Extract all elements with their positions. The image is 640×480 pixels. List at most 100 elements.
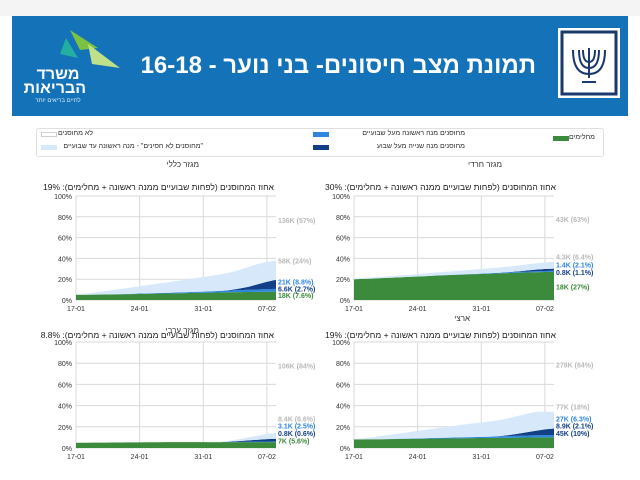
y-tick-label: 40%: [336, 404, 350, 411]
y-tick-label: 80%: [58, 215, 72, 222]
series-end-label: 7K (5.6%): [278, 439, 310, 446]
y-tick-label: 60%: [58, 382, 72, 389]
series-end-label: 8.4K (6.6%): [278, 416, 315, 423]
chart-arab: 0% 20% 40% 60% 80% 100% 17-01 24-01 31-01 07-02 10…: [54, 340, 315, 461]
panel-subtitle-national: אחוז המחוסנים (לפחות שבועיים ממנה ראשונה…: [325, 330, 556, 340]
page-title: תמונת מצב חיסונים- בני נוער - 16-18: [140, 52, 536, 79]
ministry-leaf-icon: [60, 30, 120, 68]
series-end-label: 45K (10%): [556, 431, 589, 438]
x-tick-label: 07-02: [536, 306, 554, 313]
y-tick-label: 0%: [62, 446, 72, 453]
series-end-label: 278K (64%): [556, 362, 593, 369]
y-tick-label: 80%: [336, 215, 350, 222]
x-tick-label: 24-01: [131, 454, 149, 461]
x-tick-label: 07-02: [258, 306, 276, 313]
series-end-label: 1.4K (2.1%): [556, 263, 593, 270]
ministry-of-health-logo: משרד הבריאות לחיים בריאים יותר: [20, 24, 138, 108]
legend-swatch-first-dose: [313, 132, 329, 137]
y-tick-label: 60%: [336, 382, 350, 389]
y-tick-label: 0%: [340, 446, 350, 453]
chart-legend: מחלימים מחוסנים מנה ראשונה מעל שבועיים מ…: [36, 128, 604, 157]
legend-label-recovered: מחלימים: [568, 134, 595, 141]
series-end-label: 3.1K (2.5%): [278, 424, 315, 431]
area-recovered: [76, 442, 276, 448]
x-tick-label: 17-01: [67, 454, 85, 461]
y-tick-label: 20%: [58, 277, 72, 284]
panel-title-general: מגזר כללי: [166, 160, 199, 169]
area-not-immune: [354, 411, 554, 440]
y-tick-label: 20%: [336, 277, 350, 284]
state-emblem-logo: [558, 28, 620, 98]
area-not-immune: [76, 260, 276, 295]
panel-title-haredi: מגזר חרדי: [467, 160, 502, 169]
x-tick-label: 17-01: [67, 306, 85, 313]
legend-label-second-dose: מחוסנים מנה שנייה מעל שבוע: [376, 143, 465, 150]
chart-national: 0% 20% 40% 60% 80% 100% 17-01 24-01 31-01 07-02 27…: [332, 340, 593, 461]
legend-label-first-dose: מחוסנים מנה ראשונה מעל שבועיים: [362, 130, 465, 137]
series-end-label: 106K (84%): [278, 363, 315, 370]
area-recovered: [354, 437, 554, 448]
y-tick-label: 80%: [336, 361, 350, 368]
x-tick-label: 17-01: [345, 454, 363, 461]
legend-swatch-second-dose: [313, 145, 329, 150]
panel-subtitle-general: אחוז המחוסנים (לפחות שבועיים ממנה ראשונה…: [43, 182, 274, 192]
legend-label-not-immune: "מחוסנים לא חסינים" - מנה ראשונה עד שבוע…: [63, 143, 203, 150]
header-banner: משרד הבריאות לחיים בריאים יותר תמונת מצב…: [12, 16, 628, 116]
y-tick-label: 0%: [340, 298, 350, 305]
area-first-dose: [354, 270, 554, 280]
legend-swatch-not-vaccinated: [41, 132, 57, 137]
x-tick-label: 31-01: [194, 306, 212, 313]
panel-subtitle-arab: אחוז המחוסנים (לפחות שבועיים ממנה ראשונה…: [40, 330, 274, 340]
series-end-label: 0.8K (1.1%): [556, 270, 593, 277]
x-tick-label: 07-02: [536, 454, 554, 461]
legend-swatch-recovered: [553, 136, 569, 141]
series-end-label: 77K (18%): [556, 405, 589, 412]
x-tick-label: 07-02: [258, 454, 276, 461]
area-recovered: [354, 271, 554, 300]
y-tick-label: 20%: [58, 425, 72, 432]
x-tick-label: 31-01: [472, 306, 490, 313]
y-tick-label: 20%: [336, 425, 350, 432]
menorah-emblem-icon: [560, 30, 618, 96]
y-tick-label: 40%: [58, 404, 72, 411]
series-end-label: 6.6K (2.7%): [278, 287, 315, 294]
y-tick-label: 60%: [336, 236, 350, 243]
area-first-dose: [76, 288, 276, 295]
legend-swatch-not-immune: [41, 145, 57, 150]
panel-subtitle-haredi: אחוז המחוסנים (לפחות שבועיים ממנה ראשונה…: [325, 182, 556, 192]
y-tick-label: 60%: [58, 236, 72, 243]
x-tick-label: 24-01: [131, 306, 149, 313]
series-end-label: 21K (8.8%): [278, 279, 313, 286]
series-end-label: 18K (7.6%): [278, 293, 313, 300]
y-tick-label: 100%: [54, 194, 72, 201]
series-end-label: 18K (27%): [556, 284, 589, 291]
y-tick-label: 80%: [58, 361, 72, 368]
x-tick-label: 31-01: [472, 454, 490, 461]
ministry-slogan: לחיים בריאים יותר: [35, 98, 81, 104]
chart-haredi: 0% 20% 40% 60% 80% 100% 17-01 24-01 31-01 07-02 43…: [332, 194, 593, 313]
series-end-label: 0.8K (0.6%): [278, 431, 315, 438]
series-end-label: 8.9K (2.1%): [556, 424, 593, 431]
y-tick-label: 100%: [332, 340, 350, 347]
panel-title-arab: מגזר ערבי: [165, 326, 199, 335]
series-end-label: 58K (24%): [278, 258, 311, 265]
x-tick-label: 31-01: [194, 454, 212, 461]
series-end-label: 27K (6.3%): [556, 416, 591, 423]
series-end-label: 136K (57%): [278, 218, 315, 225]
x-tick-label: 24-01: [409, 306, 427, 313]
y-tick-label: 0%: [62, 298, 72, 305]
series-end-label: 4.3K (6.4%): [556, 254, 593, 261]
y-tick-label: 40%: [58, 256, 72, 263]
chart-general: 0% 20% 40% 60% 80% 100% 17-01 24-01 31-01 07-02 13…: [54, 194, 315, 313]
y-tick-label: 100%: [54, 340, 72, 347]
series-end-label: 43K (63%): [556, 217, 589, 224]
area-recovered: [76, 291, 276, 300]
x-tick-label: 24-01: [409, 454, 427, 461]
y-tick-label: 100%: [332, 194, 350, 201]
x-tick-label: 17-01: [345, 306, 363, 313]
top-strip: [0, 0, 640, 16]
area-first-dose: [354, 435, 554, 440]
ministry-name: משרד הבריאות: [23, 66, 86, 97]
legend-label-not-vaccinated: לא מחוסנים: [57, 130, 93, 137]
